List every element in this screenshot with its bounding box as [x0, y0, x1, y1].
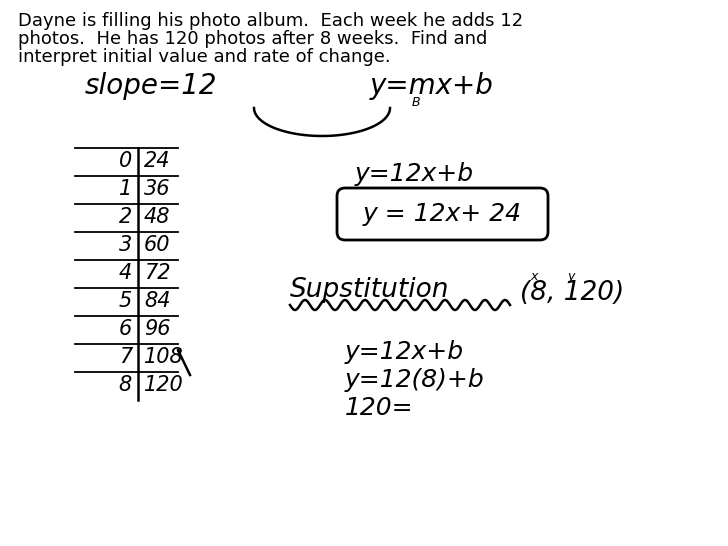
Text: 36: 36	[144, 179, 170, 199]
Text: 2: 2	[119, 206, 132, 227]
Text: B: B	[412, 96, 421, 109]
Text: 6: 6	[119, 319, 132, 339]
Text: 60: 60	[144, 235, 170, 254]
Text: Dayne is filling his photo album.  Each week he adds 12: Dayne is filling his photo album. Each w…	[18, 12, 523, 30]
Text: 1: 1	[119, 179, 132, 199]
Text: 48: 48	[144, 206, 170, 227]
Text: x: x	[530, 270, 537, 283]
Text: 8: 8	[119, 375, 132, 395]
Text: Supstitution: Supstitution	[290, 277, 449, 303]
Text: 120: 120	[144, 375, 183, 395]
Text: y=12(8)+b: y=12(8)+b	[345, 368, 485, 392]
Text: 3: 3	[119, 235, 132, 254]
Text: 5: 5	[119, 290, 132, 311]
Text: y=12x+b: y=12x+b	[345, 340, 464, 364]
Text: 96: 96	[144, 319, 170, 339]
Text: 0: 0	[119, 151, 132, 170]
Text: 4: 4	[119, 263, 132, 283]
Text: photos.  He has 120 photos after 8 weeks.  Find and: photos. He has 120 photos after 8 weeks.…	[18, 30, 487, 48]
Text: (8, 120): (8, 120)	[520, 280, 624, 306]
Text: 72: 72	[144, 263, 170, 283]
Text: y=mx+b: y=mx+b	[370, 72, 494, 100]
Text: slope=12: slope=12	[85, 72, 218, 100]
Text: 108: 108	[144, 347, 183, 366]
Text: interpret initial value and rate of change.: interpret initial value and rate of chan…	[18, 48, 391, 66]
Text: 7: 7	[119, 347, 132, 366]
Text: y: y	[567, 270, 574, 283]
Text: 84: 84	[144, 290, 170, 311]
FancyBboxPatch shape	[337, 188, 548, 240]
Text: y = 12x+ 24: y = 12x+ 24	[363, 202, 522, 226]
Text: 24: 24	[144, 151, 170, 170]
Text: 120=: 120=	[345, 396, 414, 420]
Text: y=12x+b: y=12x+b	[355, 162, 474, 186]
